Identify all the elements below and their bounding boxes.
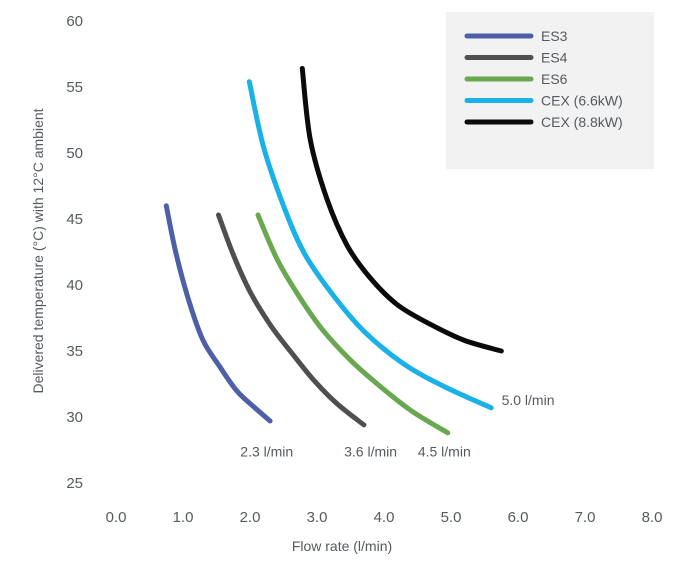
x-tick-label: 2.0 bbox=[240, 509, 261, 526]
x-tick-label: 8.0 bbox=[642, 509, 663, 526]
series-line-cex-6-6kw bbox=[246, 79, 494, 411]
legend-label: CEX (8.8kW) bbox=[541, 114, 623, 130]
x-tick-label: 5.0 bbox=[441, 509, 462, 526]
y-tick-label: 50 bbox=[66, 145, 83, 162]
flow-rate-annotation: 2.3 l/min bbox=[240, 444, 293, 460]
x-tick-label: 7.0 bbox=[575, 509, 596, 526]
x-tick-label: 4.0 bbox=[374, 509, 395, 526]
y-tick-label: 60 bbox=[66, 13, 83, 30]
y-tick-label: 25 bbox=[66, 475, 83, 492]
x-tick-label: 3.0 bbox=[307, 509, 328, 526]
y-tick-label: 45 bbox=[66, 211, 83, 228]
x-axis-label: Flow rate (l/min) bbox=[292, 538, 392, 554]
y-tick-label: 30 bbox=[66, 409, 83, 426]
flow-rate-annotation: 4.5 l/min bbox=[418, 444, 471, 460]
series-line-es3 bbox=[163, 203, 273, 424]
y-tick-label: 40 bbox=[66, 277, 83, 294]
flow-rate-annotation: 3.6 l/min bbox=[344, 444, 397, 460]
series-line-es4 bbox=[216, 212, 367, 428]
legend-label: ES4 bbox=[541, 50, 568, 66]
x-tick-label: 0.0 bbox=[106, 509, 127, 526]
y-axis-label: Delivered temperature (°C) with 12°C amb… bbox=[30, 108, 46, 393]
y-tick-label: 35 bbox=[66, 343, 83, 360]
y-tick-label: 55 bbox=[66, 79, 83, 96]
flow-rate-annotation: 5.0 l/min bbox=[502, 392, 555, 408]
x-tick-label: 6.0 bbox=[508, 509, 529, 526]
x-tick-label: 1.0 bbox=[173, 509, 194, 526]
series-line-cex-8-8kw bbox=[299, 66, 504, 354]
legend-label: ES6 bbox=[541, 71, 568, 87]
legend-label: CEX (6.6kW) bbox=[541, 93, 623, 109]
legend-label: ES3 bbox=[541, 28, 568, 44]
series-line-es6 bbox=[255, 212, 451, 436]
